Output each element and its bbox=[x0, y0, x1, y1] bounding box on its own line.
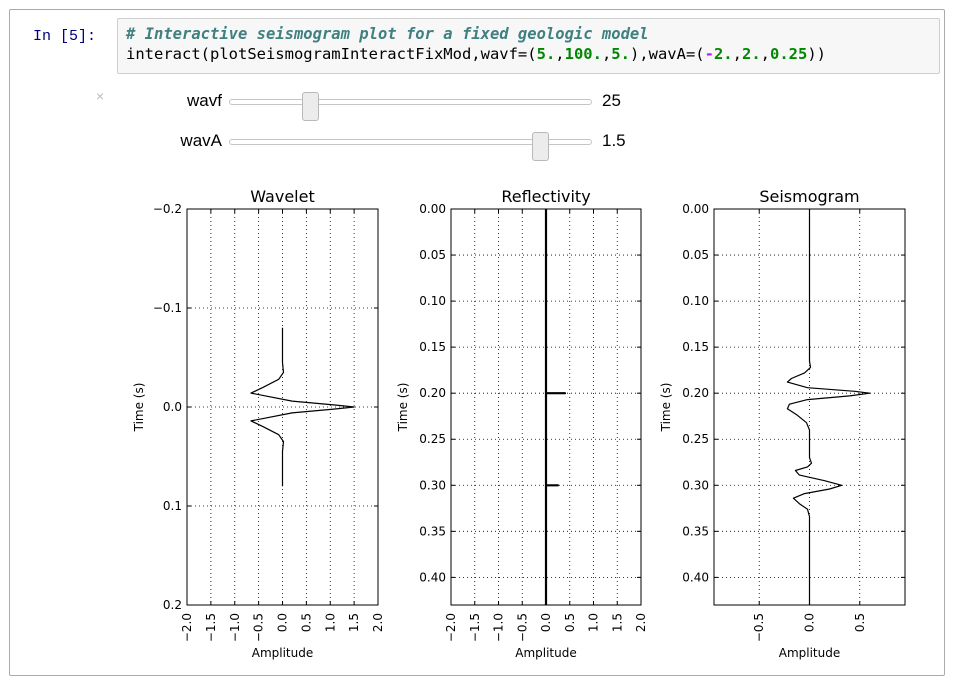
x-tick-label: −2.0 bbox=[180, 613, 194, 642]
series-line bbox=[786, 209, 871, 605]
y-tick-label: −0.2 bbox=[153, 202, 182, 216]
code-token: , bbox=[732, 45, 742, 63]
y-tick-label: 0.05 bbox=[682, 248, 709, 262]
x-tick-label: 0.0 bbox=[803, 613, 817, 632]
x-tick-label: 0.5 bbox=[853, 613, 867, 632]
plot-frame bbox=[186, 208, 379, 606]
y-tick-label: −0.1 bbox=[153, 301, 182, 315]
y-tick-label: 0.25 bbox=[419, 432, 446, 446]
slider-value-wavA: 1.5 bbox=[602, 131, 626, 150]
slider-row-wavf: wavf 25 bbox=[120, 90, 640, 121]
chart-wavelet: −2.0 −1.5 −1.0 −0.5 0.0 0.5 1.0 1.5 2.0 −0.2 −0.1 0… bbox=[132, 187, 385, 660]
slider-label-wavA: wavA bbox=[180, 131, 222, 150]
y-tick-label: 0.35 bbox=[419, 524, 446, 538]
x-tick-label: 2.0 bbox=[634, 613, 648, 632]
code-token: 100. bbox=[564, 45, 602, 63]
slider-handle-wavA[interactable] bbox=[531, 132, 549, 161]
slider-track-wavA[interactable] bbox=[229, 132, 592, 161]
chart-title: Wavelet bbox=[250, 187, 314, 206]
y-tick-label: 0.2 bbox=[163, 598, 182, 612]
code-token: interact(plotSeismogramInteractFixMod,wa… bbox=[126, 45, 537, 63]
code-token: , bbox=[601, 45, 612, 63]
x-tick-label: −2.0 bbox=[444, 613, 458, 642]
y-axis-label: Time (s) bbox=[659, 383, 673, 433]
x-tick-label: 1.5 bbox=[347, 613, 361, 632]
y-tick-label: 0.1 bbox=[163, 499, 182, 513]
slider-row-wavA: wavA 1.5 bbox=[120, 130, 640, 161]
x-tick-label: 1.5 bbox=[610, 613, 624, 632]
y-tick-label: 0.40 bbox=[419, 570, 446, 584]
y-tick-label: 0.30 bbox=[682, 478, 709, 492]
code-token: )) bbox=[807, 45, 826, 63]
code-token: 5. bbox=[611, 45, 630, 63]
y-tick-label: 0.20 bbox=[682, 386, 709, 400]
y-tick-label: 0.40 bbox=[682, 570, 709, 584]
y-tick-label: 0.10 bbox=[682, 294, 709, 308]
slider-track-wavf[interactable] bbox=[229, 92, 592, 121]
code-line: interact(plotSeismogramInteractFixMod,wa… bbox=[126, 45, 826, 63]
x-axis-label: Amplitude bbox=[252, 646, 314, 660]
slider-handle-wavf[interactable] bbox=[301, 92, 319, 121]
slider-value-wavf: 25 bbox=[602, 91, 621, 110]
x-tick-label: −0.5 bbox=[752, 613, 766, 642]
input-prompt: In [5]: bbox=[33, 28, 97, 45]
y-axis-label: Time (s) bbox=[396, 383, 410, 433]
slider-label-wavf: wavf bbox=[187, 91, 222, 110]
x-tick-label: −0.5 bbox=[252, 613, 266, 642]
x-axis-label: Amplitude bbox=[779, 646, 841, 660]
chart-title: Reflectivity bbox=[501, 187, 590, 206]
y-axis-label: Time (s) bbox=[132, 383, 146, 433]
x-tick-label: −1.5 bbox=[468, 613, 482, 642]
x-tick-label: 1.0 bbox=[323, 613, 337, 632]
y-tick-label: 0.35 bbox=[682, 524, 709, 538]
code-token: 2. bbox=[713, 45, 733, 63]
code-token: , bbox=[555, 45, 565, 63]
code-token: , bbox=[760, 45, 770, 63]
notebook-cell[interactable] bbox=[9, 9, 945, 676]
code-token: - bbox=[704, 45, 714, 63]
x-tick-label: 0.0 bbox=[539, 613, 553, 632]
y-tick-label: 0.25 bbox=[682, 432, 709, 446]
chart-seismogram: −0.5 0.0 0.5 0.00 0.05 0.10 0.15 0.20 0.25 0.30 0.… bbox=[659, 187, 906, 660]
code-editor[interactable]: # Interactive seismogram plot for a fixe… bbox=[117, 18, 940, 74]
x-tick-label: −0.5 bbox=[515, 613, 529, 642]
plot-frame bbox=[713, 208, 906, 606]
series-line bbox=[544, 209, 567, 605]
x-axis-label: Amplitude bbox=[515, 646, 577, 660]
x-tick-label: 2.0 bbox=[371, 613, 385, 632]
close-icon[interactable]: × bbox=[96, 88, 105, 104]
x-tick-label: 1.0 bbox=[587, 613, 601, 632]
y-tick-label: 0.0 bbox=[163, 400, 182, 414]
code-token: 5. bbox=[536, 45, 556, 63]
chart-title: Seismogram bbox=[759, 187, 859, 206]
plot-frame bbox=[450, 208, 642, 606]
x-tick-label: 0.0 bbox=[276, 613, 290, 632]
series-line bbox=[250, 327, 355, 487]
y-tick-label: 0.10 bbox=[419, 294, 446, 308]
y-tick-label: 0.30 bbox=[419, 478, 446, 492]
y-tick-label: 0.05 bbox=[419, 248, 446, 262]
y-tick-label: 0.15 bbox=[682, 340, 709, 354]
y-tick-label: 0.15 bbox=[419, 340, 446, 354]
code-comment: # Interactive seismogram plot for a fixe… bbox=[126, 25, 649, 43]
y-tick-label: 0.00 bbox=[419, 202, 446, 216]
code-token: 2. bbox=[741, 45, 761, 63]
chart-reflectivity: −2.0 −1.5 −1.0 −0.5 0.0 0.5 1.0 1.5 2.0 0.00 0.05 0… bbox=[396, 187, 648, 660]
x-tick-label: 0.5 bbox=[299, 613, 313, 632]
x-tick-label: −1.0 bbox=[228, 613, 242, 642]
x-tick-label: −1.0 bbox=[492, 613, 506, 642]
y-tick-label: 0.20 bbox=[419, 386, 446, 400]
code-token: 0.25 bbox=[770, 45, 808, 63]
y-tick-label: 0.00 bbox=[682, 202, 709, 216]
x-tick-label: −1.5 bbox=[204, 613, 218, 642]
x-tick-label: 0.5 bbox=[563, 613, 577, 632]
code-token: ),wavA=( bbox=[629, 45, 705, 63]
